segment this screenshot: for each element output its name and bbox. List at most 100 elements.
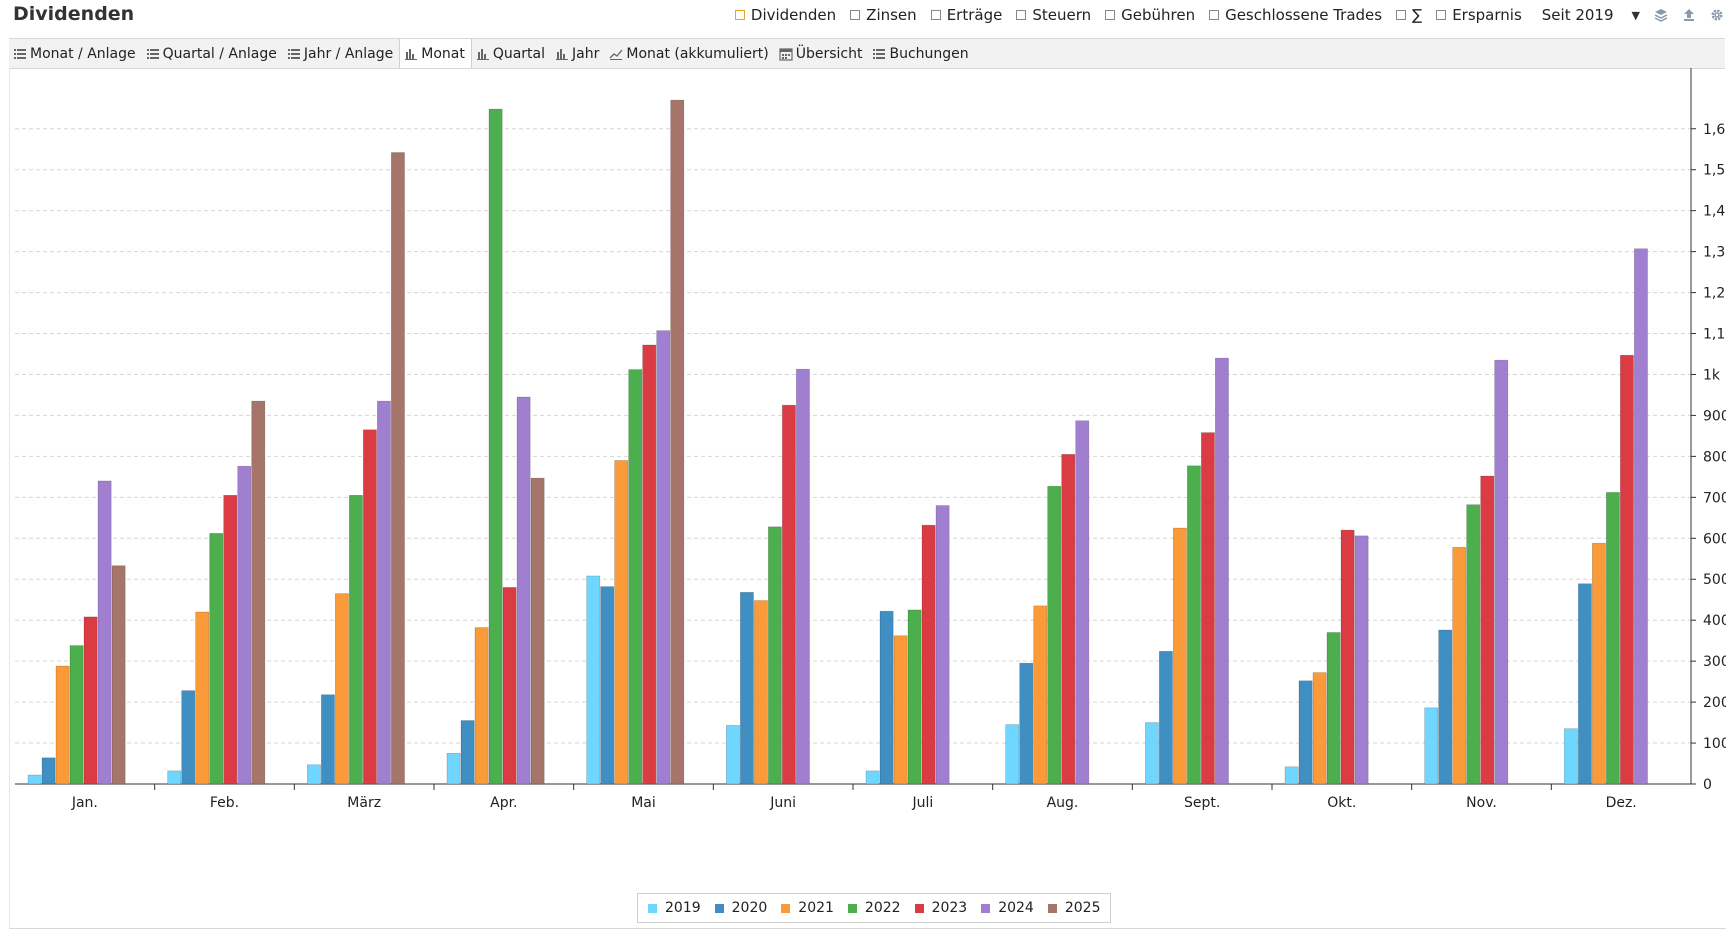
export-icon[interactable]	[1682, 8, 1696, 22]
tab-jahr[interactable]: Jahr	[551, 39, 605, 68]
bar-2022-6	[907, 609, 922, 785]
bar-2024-11	[1634, 248, 1648, 785]
bar-2025-2	[391, 152, 405, 785]
bar-2021-1	[195, 611, 210, 785]
bar-2023-9	[1340, 529, 1355, 785]
bar-2022-1	[209, 533, 224, 785]
bar-chart: 0 100 200 300 400 500 600 700 800 900 1k 1,1k 1,2k 1,…	[15, 68, 1726, 811]
checkbox-geschlossene-trades[interactable]	[1209, 10, 1220, 20]
bar-2021-4	[614, 460, 629, 785]
bar-2024-6	[935, 505, 950, 785]
filter-label: Gebühren	[1121, 6, 1196, 24]
filter-ersparnis[interactable]: Ersparnis	[1436, 6, 1522, 24]
legend-item-2020[interactable]: 2020	[714, 900, 767, 916]
filter-geschlossene-trades[interactable]: Geschlossene Trades	[1209, 6, 1382, 24]
filter-ertraege[interactable]: Erträge	[930, 6, 1003, 24]
checkbox-steuern[interactable]	[1016, 10, 1027, 20]
filter-gebuehren[interactable]: Gebühren	[1105, 6, 1195, 24]
bar-2020-6	[879, 610, 894, 785]
tab-label: Buchungen	[889, 45, 969, 62]
tab-quartal[interactable]: Quartal	[472, 39, 551, 68]
bar-2019-1	[167, 770, 182, 785]
filter-bar: Dividenden Zinsen Erträge Steuern Gebühr…	[734, 6, 1724, 24]
bar-2022-8	[1187, 465, 1201, 785]
checkbox-ertraege[interactable]	[930, 10, 941, 20]
legend-item-2025[interactable]: 2025	[1047, 900, 1100, 916]
tab-label: Monat / Anlage	[30, 45, 136, 62]
y-tick-label: 600	[1703, 531, 1726, 547]
filter-summe[interactable]: ∑	[1396, 6, 1422, 24]
list-icon	[146, 48, 159, 59]
legend-item-2024[interactable]: 2024	[981, 900, 1034, 916]
bar-2019-7	[1005, 724, 1020, 785]
bar-2019-3	[446, 752, 461, 785]
bar-2020-0	[41, 757, 56, 785]
chart-area: 0 100 200 300 400 500 600 700 800 900 1k 1,1k 1,2k 1,…	[9, 68, 1726, 929]
x-tick-label: Aug.	[1047, 795, 1079, 811]
y-tick-label: 1,4k	[1703, 204, 1726, 220]
tab-monat-akkumuliert[interactable]: Monat (akkumuliert)	[605, 39, 774, 68]
filter-steuern[interactable]: Steuern	[1016, 6, 1091, 24]
bar-2021-7	[1033, 605, 1048, 785]
line-chart-icon	[609, 49, 623, 60]
y-tick-label: 1,5k	[1703, 163, 1726, 179]
period-label: Seit 2019	[1541, 6, 1614, 24]
bar-2021-9	[1312, 672, 1327, 785]
list-icon	[873, 48, 886, 59]
tab-buchungen[interactable]: Buchungen	[868, 39, 974, 68]
filter-label: Steuern	[1032, 6, 1092, 24]
checkbox-gebuehren[interactable]	[1105, 10, 1116, 20]
bar-2021-3	[474, 627, 489, 785]
y-tick-label: 500	[1703, 572, 1726, 588]
x-tick-label: Sept.	[1184, 795, 1220, 811]
legend-item-2021[interactable]: 2021	[781, 900, 834, 916]
tab-label: Monat	[421, 45, 465, 62]
bar-2022-2	[349, 494, 363, 785]
period-dropdown[interactable]: Seit 2019 ▼	[1542, 6, 1640, 24]
tab-monat[interactable]: Monat	[399, 39, 472, 68]
bar-2019-2	[307, 764, 321, 785]
bar-2022-4	[628, 369, 643, 785]
filter-zinsen[interactable]: Zinsen	[850, 6, 917, 24]
layers-icon[interactable]	[1654, 8, 1668, 22]
gear-icon[interactable]	[1710, 8, 1724, 22]
checkbox-dividenden[interactable]	[734, 10, 745, 20]
legend-item-2019[interactable]: 2019	[648, 900, 701, 916]
checkbox-zinsen[interactable]	[850, 10, 861, 20]
legend-swatch	[914, 903, 924, 913]
tab-quartal-anlage[interactable]: Quartal / Anlage	[142, 39, 283, 68]
tab-jahr-anlage[interactable]: Jahr / Anlage	[283, 39, 399, 68]
y-tick-label: 700	[1703, 490, 1726, 506]
bar-2022-0	[69, 645, 84, 785]
y-tick-label: 900	[1703, 408, 1726, 424]
bar-2020-2	[321, 694, 335, 785]
x-tick-label: Apr.	[490, 795, 517, 811]
tab-label: Quartal	[492, 45, 546, 62]
page-title: Dividenden	[13, 3, 135, 25]
legend-label: 2019	[665, 900, 701, 916]
legend-item-2023[interactable]: 2023	[914, 900, 967, 916]
tab-uebersicht[interactable]: Übersicht	[775, 39, 869, 68]
bar-2021-0	[55, 665, 70, 785]
legend-label: 2021	[798, 900, 834, 916]
tab-monat-anlage[interactable]: Monat / Anlage	[9, 39, 142, 68]
filter-label: Geschlossene Trades	[1225, 6, 1383, 24]
bar-2023-10	[1480, 475, 1495, 785]
y-tick-label: 1k	[1703, 367, 1721, 383]
bar-2021-5	[754, 600, 768, 785]
checkbox-ersparnis[interactable]	[1436, 10, 1447, 20]
bar-2023-5	[782, 404, 796, 785]
legend-item-2022[interactable]: 2022	[847, 900, 901, 916]
filter-label: Erträge	[946, 6, 1003, 24]
bar-2024-3	[516, 396, 531, 785]
filter-label: ∑	[1412, 6, 1423, 24]
bar-2020-4	[600, 586, 615, 785]
bar-2019-11	[1564, 728, 1578, 785]
bar-2023-8	[1201, 432, 1215, 785]
x-tick-label: Dez.	[1606, 795, 1637, 811]
checkbox-summe[interactable]	[1396, 10, 1407, 20]
bar-2023-7	[1061, 454, 1076, 785]
y-tick-label: 1,1k	[1703, 327, 1726, 343]
filter-dividenden[interactable]: Dividenden	[734, 6, 836, 24]
bar-2023-6	[921, 524, 936, 785]
